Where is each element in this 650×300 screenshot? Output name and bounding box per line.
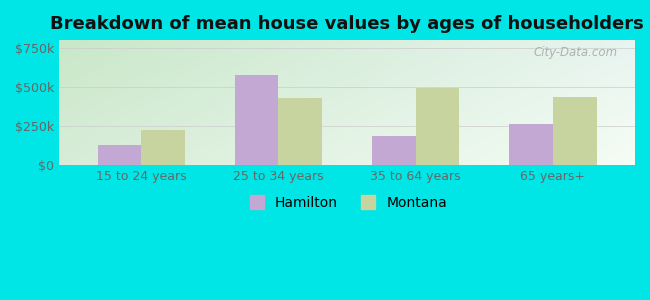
Bar <box>142 130 185 165</box>
Bar <box>372 136 415 165</box>
Bar <box>415 88 460 165</box>
Legend: Hamilton, Montana: Hamilton, Montana <box>247 196 447 210</box>
Text: City-Data.com: City-Data.com <box>534 46 618 59</box>
Bar <box>552 97 597 165</box>
Bar <box>509 124 552 165</box>
Bar <box>98 146 142 165</box>
Bar <box>235 75 278 165</box>
Bar <box>278 98 322 165</box>
Title: Breakdown of mean house values by ages of householders: Breakdown of mean house values by ages o… <box>50 15 644 33</box>
